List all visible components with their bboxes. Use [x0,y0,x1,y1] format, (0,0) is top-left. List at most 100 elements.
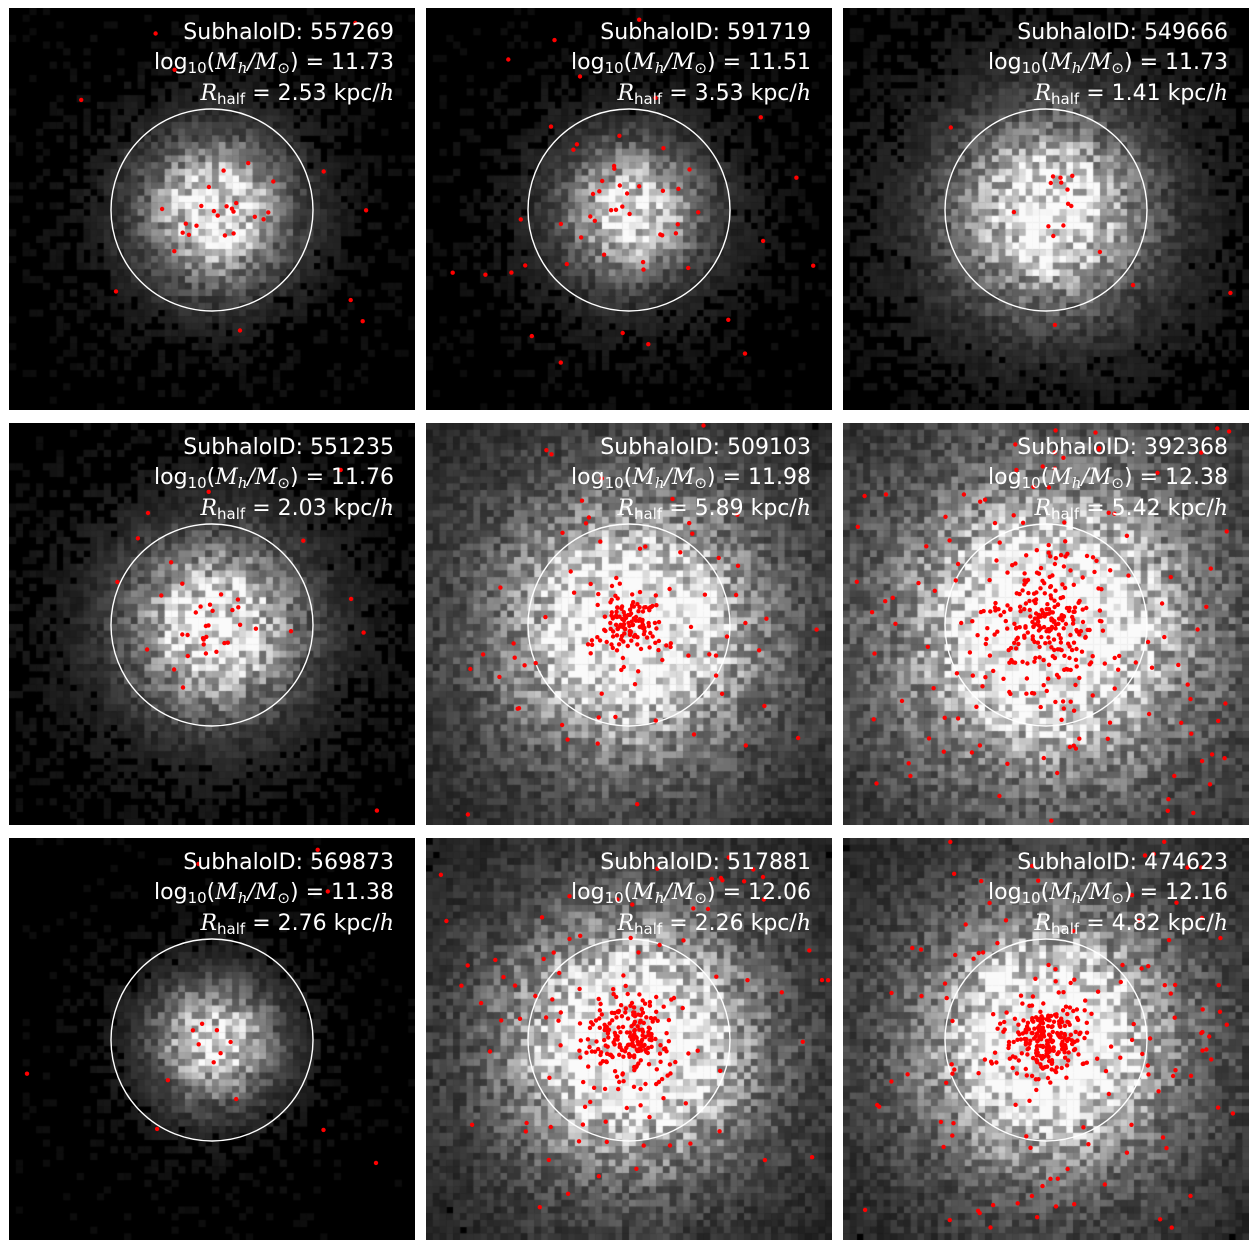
satellite-point [615,1034,620,1039]
satellite-point [551,950,556,955]
satellite-point [660,657,665,663]
satellite-point [586,515,592,520]
satellite-point [595,741,600,746]
satellite-point [883,492,889,497]
satellite-point [1002,1027,1007,1032]
satellite-point [978,499,983,504]
satellite-point [942,981,948,986]
satellite-point [1071,708,1077,713]
halo-mass-label: log10(Mh/M⊙) = 12.06 [571,880,811,907]
satellite-point [855,524,860,529]
satellite-point [1199,450,1204,455]
satellite-point [1007,1056,1012,1061]
satellite-point [623,1006,628,1011]
satellite-point [636,669,641,674]
satellite-points [450,17,816,365]
satellite-point [613,593,618,598]
satellite-point [1216,983,1221,988]
satellite-point [726,855,731,860]
half-radius-label: Rhalf = 2.26 kpc/h [617,911,811,938]
satellite-point [638,1048,644,1053]
satellite-point [636,1061,641,1066]
satellite-point [1133,660,1138,665]
half-radius-label: Rhalf = 5.42 kpc/h [1034,496,1228,523]
satellite-point [1011,209,1017,215]
satellite-point [639,1006,644,1012]
satellite-point [607,1021,612,1026]
satellite-point [953,578,958,583]
satellite-point [862,1207,868,1213]
satellite-point [438,872,444,877]
overlay [24,847,379,1166]
satellite-point [198,604,203,609]
satellite-point [641,632,647,637]
half-radius-label: Rhalf = 2.03 kpc/h [200,496,394,523]
satellite-point [185,653,190,659]
satellite-point [589,642,595,647]
satellite-point [363,208,369,213]
satellite-point [1028,1145,1033,1150]
satellite-point [544,448,549,453]
half-radius-label: Rhalf = 5.89 kpc/h [617,496,811,523]
satellite-point [615,605,620,610]
satellite-point [1062,1031,1067,1037]
satellite-points [79,20,369,333]
satellite-point [533,993,538,999]
satellite-point [1051,1019,1057,1024]
satellite-point [602,1037,607,1043]
satellite-point [214,1028,220,1033]
subhalo-id-label: SubhaloID: 569873 [183,850,394,875]
subhalo-panel-549666: SubhaloID: 549666 log10(Mh/M⊙) = 11.73 R… [843,8,1249,410]
satellite-point [558,1043,563,1048]
satellite-point [1117,653,1122,659]
satellite-point [1083,635,1088,640]
density-map [426,8,832,410]
satellite-point [1037,644,1042,650]
satellite-points [465,423,819,817]
satellite-point [1058,640,1064,645]
satellite-point [586,1064,591,1069]
satellite-point [627,211,632,217]
satellite-point [658,1043,663,1048]
satellite-point [625,1016,631,1021]
satellite-point [637,17,642,22]
satellite-point [1052,1012,1058,1017]
satellite-points [24,847,379,1166]
satellite-point [1142,853,1148,858]
satellite-point [1080,1061,1085,1067]
satellite-point [1076,600,1081,605]
satellite-point [623,1010,628,1015]
satellite-point [950,1133,955,1138]
satellite-point [1055,602,1061,607]
satellite-point [686,1051,691,1056]
satellite-point [1103,1068,1109,1074]
satellite-point [577,1048,582,1053]
satellite-point [1017,604,1023,609]
satellite-point [1061,223,1066,228]
satellite-point [617,581,622,586]
satellite-point [991,1012,996,1017]
satellite-point [1097,608,1103,613]
satellite-point [720,878,725,883]
satellite-point [637,184,642,189]
satellite-point [1048,1080,1053,1085]
satellite-point [1069,1038,1075,1043]
satellite-point [1188,696,1193,702]
satellite-point [993,600,998,606]
satellite-point [567,894,572,899]
subhalo-panel-591719: SubhaloID: 591719 log10(Mh/M⊙) = 11.51 R… [426,8,832,410]
satellite-point [196,861,201,867]
satellite-point [1036,571,1042,576]
satellite-point [1031,1019,1036,1024]
satellite-point [724,634,730,639]
satellite-point [1038,626,1043,631]
satellite-point [338,467,343,473]
satellite-point [1008,606,1013,611]
satellite-point [1045,602,1050,607]
satellite-point [918,947,924,952]
satellite-point [1059,648,1064,653]
satellite-point [1046,962,1051,968]
satellite-point [1200,1029,1205,1035]
satellite-point [1069,647,1075,653]
satellite-point [159,593,164,598]
